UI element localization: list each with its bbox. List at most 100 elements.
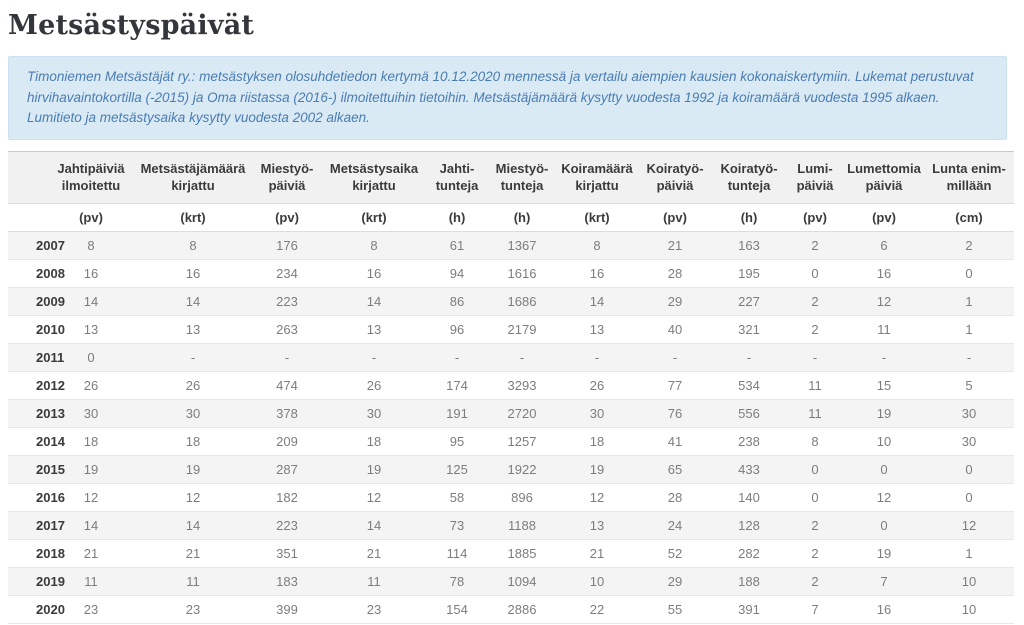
value-cell: 1367: [507, 237, 537, 253]
year-cell: 2018: [36, 545, 65, 561]
value-cell: 26: [589, 377, 605, 393]
value-cell: 1616: [507, 265, 537, 281]
value-cell: 0: [880, 461, 888, 477]
value-cell: 23: [185, 601, 201, 617]
value-cell: 12: [83, 489, 99, 505]
year-cell: 2014: [36, 433, 65, 449]
value-cell: 16: [366, 265, 382, 281]
value-cell: 188: [738, 573, 760, 589]
value-cell: 321: [738, 321, 760, 337]
table-units-row: (pv) (krt) (pv) (krt) (h) (h) (krt) (pv)…: [8, 203, 1014, 232]
value-cell: 282: [738, 545, 760, 561]
table-header-row: Jahtipäiviä ilmoitettu Metsästäjämäärä k…: [8, 150, 1014, 204]
value-cell: 26: [185, 377, 201, 393]
value-cell: 11: [367, 573, 381, 589]
value-cell: -: [519, 349, 525, 365]
value-cell: 534: [738, 377, 760, 393]
table-row: 2012 26 26 474 26 174 3293 26 77 534 11 15 5: [8, 371, 1014, 400]
value-cell: 11: [84, 573, 98, 589]
table-row: 2020 23 23 399 23 154 2886 22 55 391 7 16 10: [8, 595, 1014, 624]
value-cell: 14: [185, 517, 201, 533]
column-header: Lumettomia päiviä: [844, 150, 924, 204]
value-cell: 13: [589, 517, 605, 533]
page-title: Metsästyspäivät: [8, 10, 255, 41]
value-cell: 474: [276, 377, 298, 393]
value-cell: 11: [808, 377, 822, 393]
value-cell: 22: [589, 601, 605, 617]
value-cell: 896: [511, 489, 533, 505]
value-cell: 14: [185, 293, 201, 309]
column-unit: (krt): [134, 203, 252, 232]
value-cell: 13: [366, 321, 382, 337]
year-cell: 2020: [36, 601, 65, 617]
value-cell: 191: [446, 405, 468, 421]
column-header: Metsästäjämäärä kirjattu: [134, 150, 252, 204]
value-cell: 1: [965, 321, 973, 337]
value-cell: 13: [185, 321, 201, 337]
table-row: 2009 14 14 223 14 86 1686 14 29 227 2 12 1: [8, 287, 1014, 316]
column-unit: (h): [488, 203, 556, 232]
column-header: Lunta enim- millään: [924, 150, 1014, 204]
value-cell: -: [454, 349, 460, 365]
value-cell: 227: [738, 293, 760, 309]
value-cell: 1885: [507, 545, 537, 561]
value-cell: 1: [965, 293, 973, 309]
value-cell: 140: [738, 489, 760, 505]
value-cell: 0: [965, 265, 973, 281]
value-cell: 14: [366, 293, 382, 309]
year-cell: 2012: [36, 377, 65, 393]
value-cell: 28: [667, 265, 683, 281]
value-cell: 11: [186, 573, 200, 589]
value-cell: 23: [83, 601, 99, 617]
table-body: 2007 8 8 176 8 61 1367 8 21 163 2 6 2 2008 16 16 234 16 94…: [8, 231, 1014, 624]
value-cell: 0: [811, 265, 819, 281]
value-cell: 6: [880, 237, 888, 253]
column-unit: (cm): [924, 203, 1014, 232]
value-cell: 12: [876, 293, 892, 309]
table-row: 2010 13 13 263 13 96 2179 13 40 321 2 11 1: [8, 315, 1014, 344]
value-cell: 77: [667, 377, 683, 393]
table-row: 2018 21 21 351 21 114 1885 21 52 282 2 19 1: [8, 539, 1014, 568]
column-unit: (h): [426, 203, 488, 232]
value-cell: 19: [876, 545, 892, 561]
value-cell: 26: [366, 377, 382, 393]
value-cell: 14: [83, 517, 99, 533]
value-cell: 1257: [507, 433, 537, 449]
value-cell: 2: [811, 517, 819, 533]
page: Metsästyspäivät Timoniemen Metsästäjät r…: [0, 10, 1024, 625]
column-unit: (krt): [322, 203, 426, 232]
column-header: Jahtipäiviä ilmoitettu: [48, 150, 134, 204]
value-cell: 19: [366, 461, 382, 477]
value-cell: 174: [446, 377, 468, 393]
value-cell: 10: [961, 573, 977, 589]
value-cell: 176: [276, 237, 298, 253]
value-cell: 12: [589, 489, 605, 505]
year-cell: 2013: [36, 405, 65, 421]
value-cell: 21: [185, 545, 201, 561]
value-cell: 8: [189, 237, 197, 253]
value-cell: 13: [589, 321, 605, 337]
column-unit: (krt): [556, 203, 638, 232]
value-cell: 21: [589, 545, 605, 561]
value-cell: 0: [811, 461, 819, 477]
value-cell: 7: [880, 573, 888, 589]
value-cell: 11: [877, 321, 891, 337]
value-cell: 29: [667, 573, 683, 589]
value-cell: 55: [667, 601, 683, 617]
value-cell: 11: [808, 405, 822, 421]
value-cell: 195: [738, 265, 760, 281]
year-cell: 2016: [36, 489, 65, 505]
column-header: Koiratyö- tunteja: [712, 150, 786, 204]
table-row: 2017 14 14 223 14 73 1188 13 24 128 2 0 12: [8, 511, 1014, 540]
value-cell: -: [812, 349, 818, 365]
value-cell: 0: [811, 489, 819, 505]
value-cell: 223: [276, 293, 298, 309]
value-cell: 14: [366, 517, 382, 533]
value-cell: 182: [276, 489, 298, 505]
value-cell: 2886: [507, 601, 537, 617]
value-cell: 26: [83, 377, 99, 393]
year-cell: 2017: [36, 517, 65, 533]
value-cell: 58: [449, 489, 465, 505]
value-cell: 287: [276, 461, 298, 477]
value-cell: -: [190, 349, 196, 365]
